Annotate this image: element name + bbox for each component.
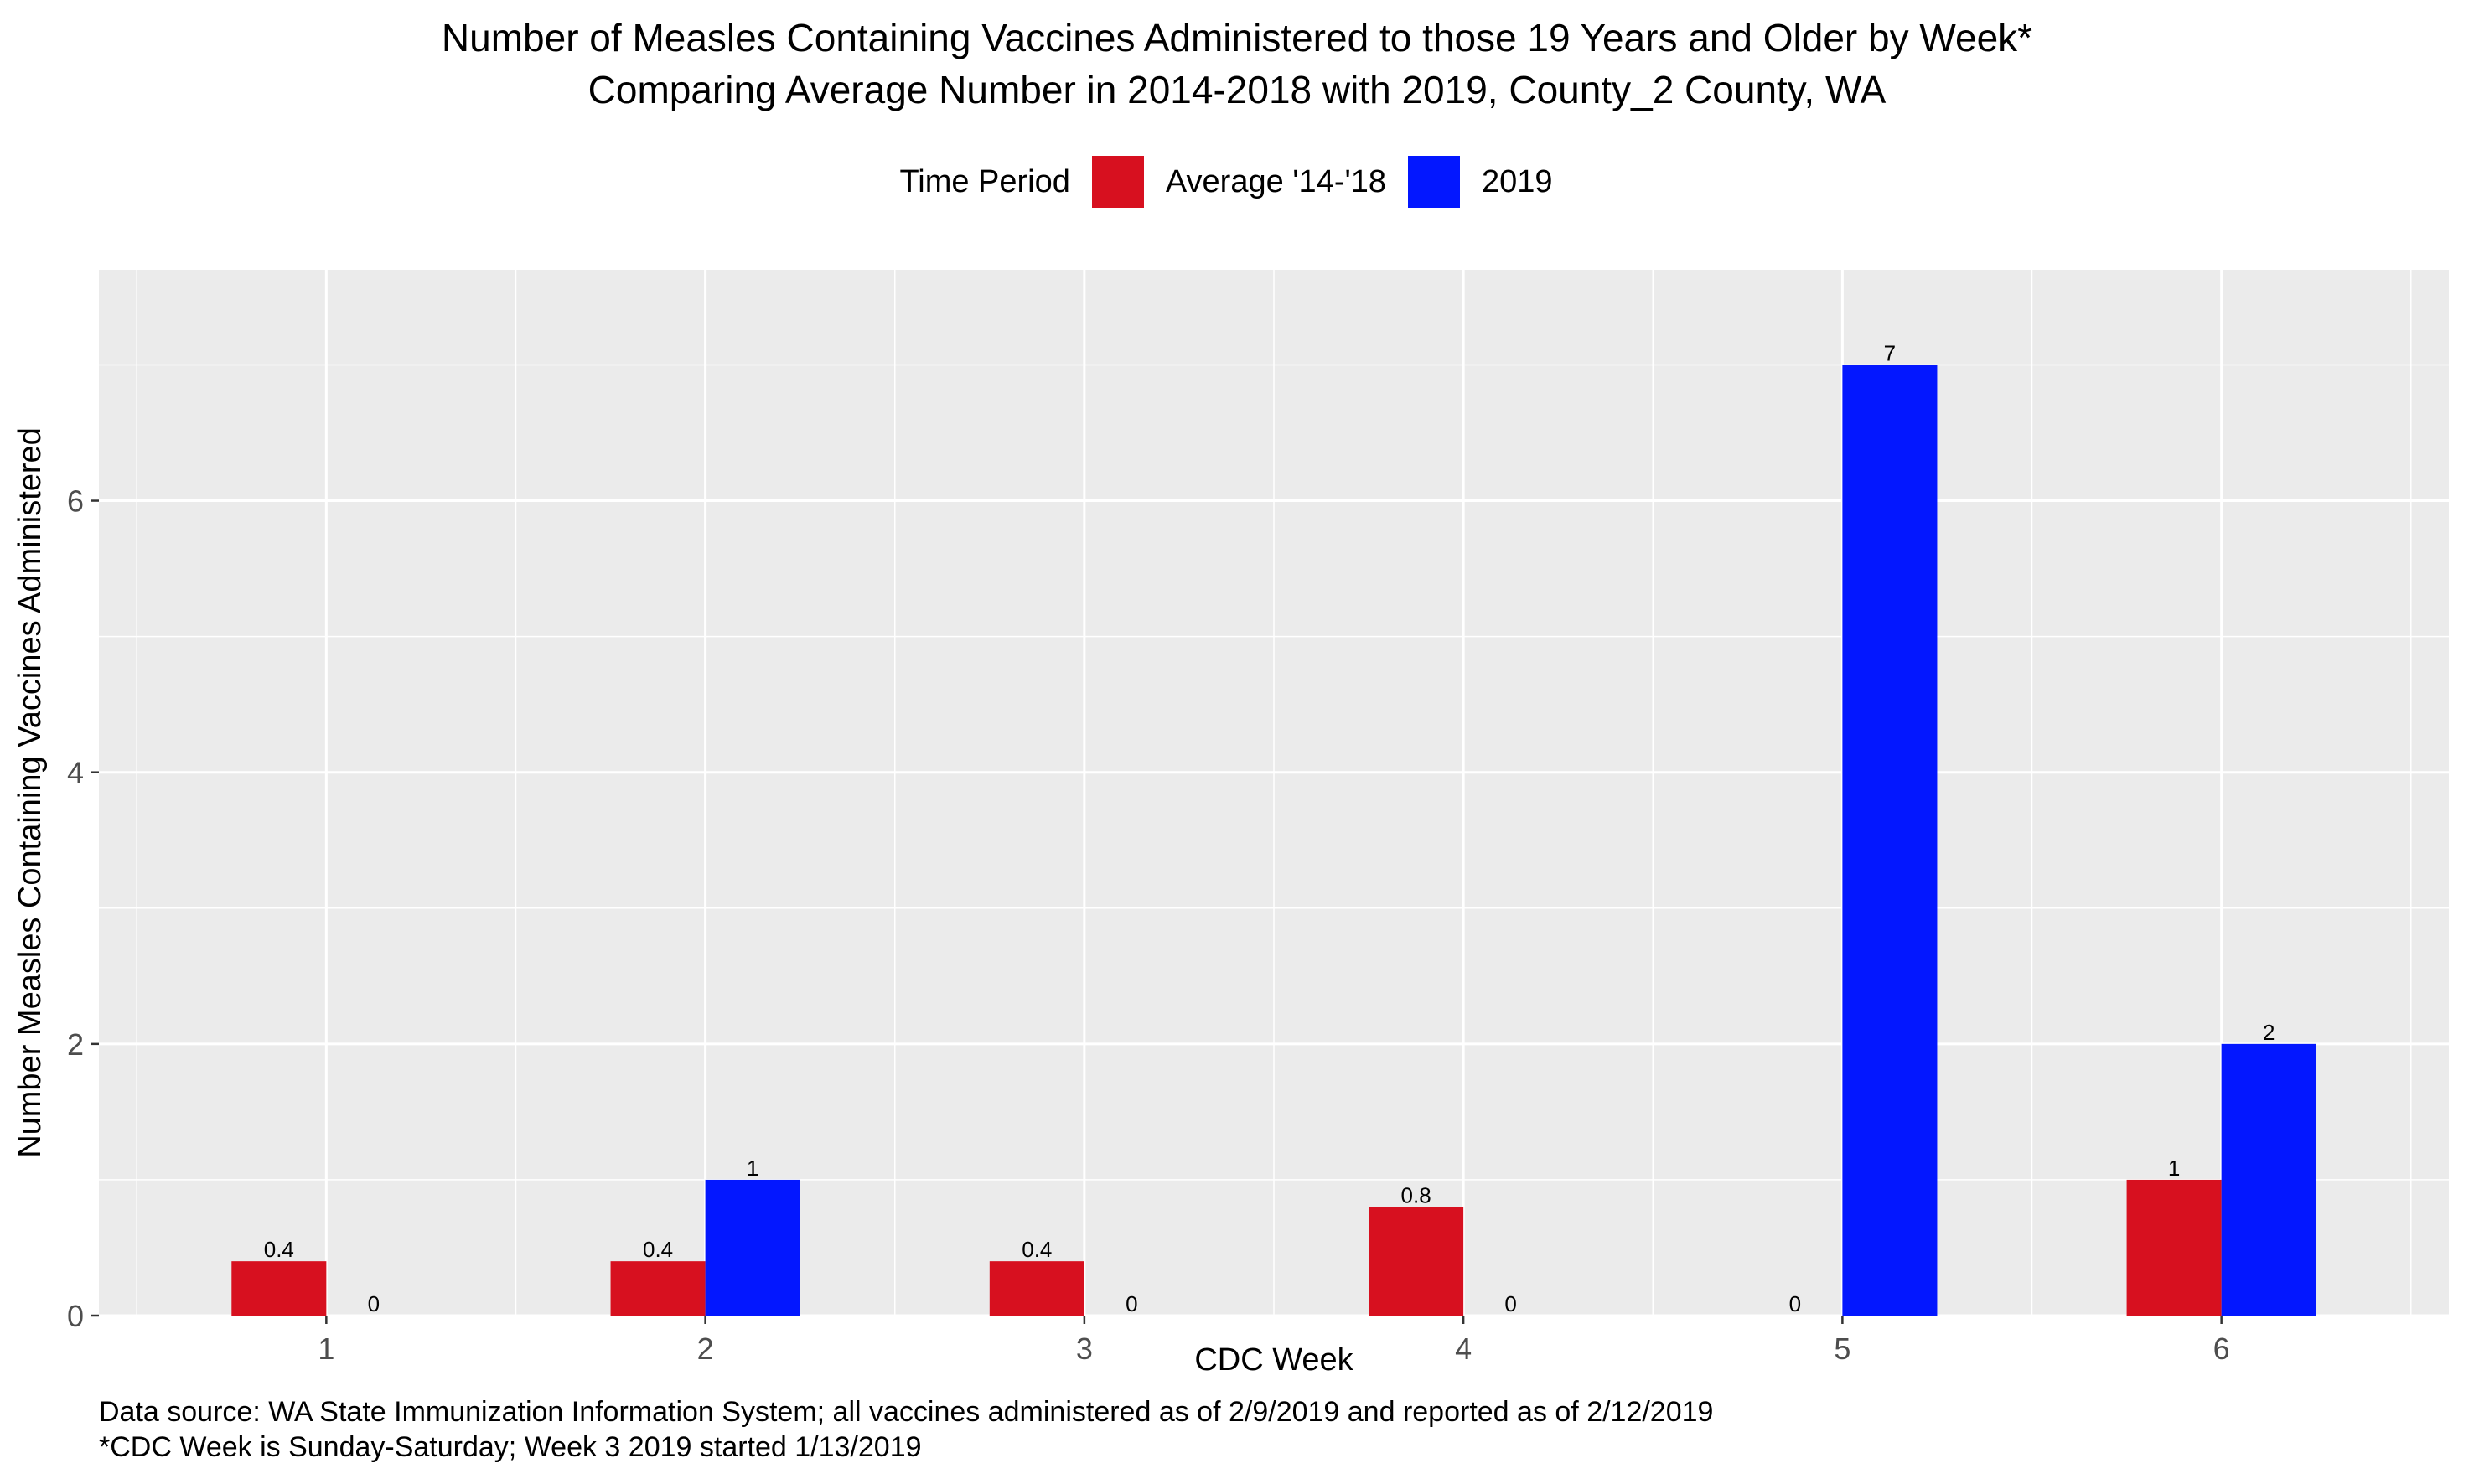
bar-series-2-week-5 bbox=[1842, 365, 1938, 1316]
bar-series-2-week-6 bbox=[2221, 1043, 2316, 1316]
chart-title: Number of Measles Containing Vaccines Ad… bbox=[441, 16, 2033, 59]
bar-value-label: 2 bbox=[2263, 1020, 2275, 1045]
y-tick-label: 2 bbox=[67, 1027, 84, 1062]
legend: Time Period Average '14-'18 2019 bbox=[0, 156, 2474, 208]
x-tick-label: 2 bbox=[697, 1331, 714, 1366]
legend-item-2019: 2019 bbox=[1408, 156, 1553, 208]
bars bbox=[231, 365, 2316, 1316]
bar-value-label: 0.4 bbox=[643, 1237, 673, 1262]
bar-series-2-week-2 bbox=[705, 1179, 800, 1316]
caption: Data source: WA State Immunization Infor… bbox=[99, 1394, 1713, 1465]
bar-value-label: 0 bbox=[368, 1291, 380, 1316]
caption-line-cdc-week: *CDC Week is Sunday-Saturday; Week 3 201… bbox=[99, 1431, 922, 1463]
x-tick-label: 1 bbox=[318, 1331, 334, 1366]
bar-value-label: 0 bbox=[1789, 1291, 1801, 1316]
bar-series-1-week-4 bbox=[1369, 1207, 1464, 1316]
bar-value-label: 0 bbox=[1126, 1291, 1137, 1316]
legend-title: Time Period bbox=[899, 164, 1070, 199]
y-tick-label: 0 bbox=[67, 1299, 84, 1333]
bar-value-label: 7 bbox=[1884, 340, 1896, 365]
bar-value-label: 0.4 bbox=[264, 1237, 294, 1262]
x-axis: 1 2 3 4 5 6 bbox=[318, 1316, 2230, 1366]
caption-line-source: Data source: WA State Immunization Infor… bbox=[99, 1396, 1714, 1428]
legend-label-2019: 2019 bbox=[1482, 164, 1553, 199]
x-tick-label: 4 bbox=[1455, 1331, 1472, 1366]
chart-title-block: Number of Measles Containing Vaccines Ad… bbox=[0, 12, 2474, 116]
legend-item-average: Average '14-'18 bbox=[1091, 156, 1386, 208]
chart-subtitle: Comparing Average Number in 2014-2018 wi… bbox=[587, 68, 1887, 111]
x-tick-label: 6 bbox=[2213, 1331, 2230, 1366]
minor-gridlines bbox=[99, 270, 2449, 1316]
bar-series-1-week-3 bbox=[989, 1261, 1084, 1316]
x-tick-label: 3 bbox=[1076, 1331, 1093, 1366]
x-axis-title: CDC Week bbox=[1194, 1342, 1353, 1378]
bar-labels: 0.4 0.4 0.4 0.8 0 1 0 1 0 0 7 2 bbox=[264, 340, 2275, 1316]
y-tick-label: 4 bbox=[67, 756, 84, 790]
bar-series-1-week-2 bbox=[610, 1261, 706, 1316]
y-axis-title: Number Measles Containing Vaccines Admin… bbox=[13, 427, 48, 1158]
x-tick-label: 5 bbox=[1834, 1331, 1850, 1366]
legend-label-average: Average '14-'18 bbox=[1165, 164, 1386, 199]
legend-key-average bbox=[1091, 156, 1144, 208]
bar-value-label: 0.4 bbox=[1022, 1237, 1052, 1262]
bar-series-1-week-6 bbox=[2126, 1179, 2222, 1316]
bar-value-label: 0 bbox=[1504, 1291, 1516, 1316]
legend-key-2019 bbox=[1408, 156, 1460, 208]
bar-value-label: 1 bbox=[747, 1156, 758, 1181]
bar-value-label: 0.8 bbox=[1401, 1182, 1431, 1207]
bar-series-1-week-1 bbox=[231, 1261, 327, 1316]
y-axis: 0 2 4 6 bbox=[67, 484, 99, 1333]
bar-value-label: 1 bbox=[2168, 1156, 2180, 1181]
y-tick-label: 6 bbox=[67, 484, 84, 519]
